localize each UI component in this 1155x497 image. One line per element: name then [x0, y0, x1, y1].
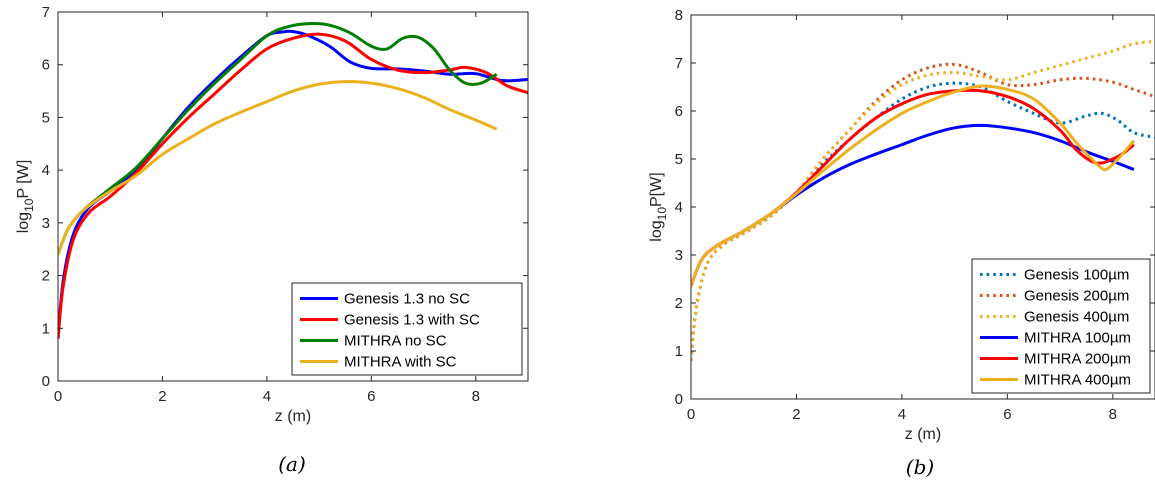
x-tick-label: 6: [1003, 406, 1011, 423]
y-axis-label-sub: 10: [22, 198, 36, 212]
legend-label-1: Genesis 1.3 with SC: [344, 312, 480, 329]
series-line-3: [58, 80, 498, 256]
x-tick-label: 2: [158, 388, 166, 405]
legend-label-3: MITHRA with SC: [344, 354, 457, 371]
y-tick-label: 3: [42, 215, 50, 232]
y-tick-label: 7: [675, 55, 683, 72]
legend-label-0: Genesis 100µm: [1024, 267, 1129, 284]
legend-label-0: Genesis 1.3 no SC: [344, 291, 470, 308]
legend-label-4: MITHRA 200µm: [1024, 351, 1131, 368]
y-axis-label: log10P [W]: [15, 160, 36, 234]
x-tick-label: 0: [687, 406, 695, 423]
y-tick-label: 4: [42, 162, 50, 179]
y-axis-label: log10P[W]: [648, 172, 669, 241]
y-tick-label: 0: [42, 373, 50, 390]
y-tick-label: 0: [675, 391, 683, 408]
y-tick-label: 7: [42, 4, 50, 21]
y-tick-label: 1: [42, 320, 50, 337]
y-tick-label: 1: [675, 343, 683, 360]
series-group: [691, 39, 1155, 361]
legend: Genesis 100µm Genesis 200µm Genesis 400µm M…: [971, 258, 1151, 394]
y-tick-label: 6: [675, 103, 683, 120]
y-axis-label-tail: P [W]: [15, 160, 32, 199]
x-tick-label: 6: [367, 388, 375, 405]
legend: Genesis 1.3 no SC Genesis 1.3 with SC MITH…: [291, 282, 523, 376]
y-tick-label: 8: [675, 7, 683, 24]
y-axis-label-main: log: [15, 212, 32, 233]
legend-label-3: MITHRA 100µm: [1024, 330, 1131, 347]
y-axis-label-tail: P[W]: [648, 172, 665, 207]
series-line-5: [691, 84, 1136, 287]
y-axis-label-sub: 10: [655, 207, 669, 221]
y-tick-label: 2: [42, 268, 50, 285]
chart-b: 0 2 4 6 8 0 1 2 3 4 5 6 7 8 z (m) log10P[W] Genesis 100µ…: [648, 7, 1155, 479]
y-axis-label-main: log: [648, 220, 665, 241]
x-tick-label: 4: [263, 388, 271, 405]
legend-label-1: Genesis 200µm: [1024, 288, 1129, 305]
series-line-1: [58, 32, 528, 339]
y-tick-label: 5: [42, 109, 50, 126]
y-tick-label: 3: [675, 247, 683, 264]
series-line-2: [691, 39, 1155, 361]
y-tick-label: 5: [675, 151, 683, 168]
y-tick-label: 4: [675, 199, 683, 216]
legend-label-5: MITHRA 400µm: [1024, 372, 1131, 389]
x-tick-label: 2: [792, 406, 800, 423]
legend-label-2: Genesis 400µm: [1024, 309, 1129, 326]
legend-label-2: MITHRA no SC: [344, 333, 447, 350]
chart-a: 0 2 4 6 8 0 1 2 3 4 5 6 7 z (m) log10P [W] Genesis 1.3 …: [15, 4, 529, 476]
series-line-2: [58, 22, 498, 256]
series-group: [58, 22, 528, 339]
x-axis-label: z (m): [905, 426, 941, 443]
legend-box: [971, 258, 1151, 394]
x-tick-label: 4: [898, 406, 906, 423]
axes-box: [57, 11, 529, 382]
y-tick-label: 6: [42, 57, 50, 74]
x-tick-label: 0: [54, 388, 62, 405]
y-tick-label: 2: [675, 295, 683, 312]
panel-caption: (a): [278, 452, 306, 476]
x-tick-label: 8: [1109, 406, 1117, 423]
x-tick-label: 8: [472, 388, 480, 405]
x-axis-label: z (m): [275, 408, 311, 425]
panel-caption: (b): [906, 455, 934, 479]
